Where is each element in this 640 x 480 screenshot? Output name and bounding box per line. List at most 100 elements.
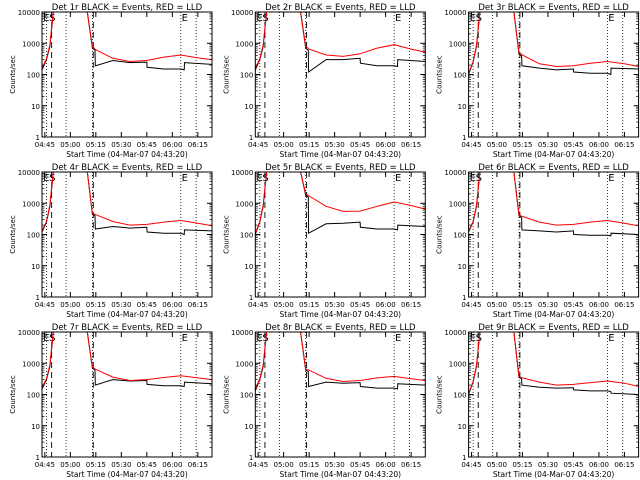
annotation-label: E [256, 13, 262, 24]
chart-panel: Det 5r BLACK = Events, RED = LLD Counts/s… [222, 163, 426, 319]
x-tick-label: 05:15 [299, 141, 319, 149]
x-axis-label: Start Time (04-Mar-07 04:43:20) [493, 310, 615, 319]
y-axis-label: Counts/sec [9, 55, 17, 94]
plot-frame [41, 171, 213, 298]
y-tick-label: 1000 [449, 40, 467, 48]
y-tick-label: 1 [462, 454, 466, 462]
annotation-label: E [43, 13, 49, 24]
x-tick-label: 06:15 [614, 141, 634, 149]
x-tick-label: 05:00 [274, 141, 294, 149]
x-tick-label: 05:00 [487, 301, 507, 309]
x-axis-label: Start Time (04-Mar-07 04:43:20) [280, 310, 402, 319]
x-tick-label: 06:00 [162, 301, 182, 309]
plot-frame [41, 11, 213, 138]
annotation-label: E [256, 173, 262, 184]
x-tick-label: 05:45 [350, 141, 370, 149]
x-tick-label: 05:00 [274, 301, 294, 309]
x-tick-label: 06:15 [188, 461, 208, 469]
y-tick-label: 1 [249, 454, 253, 462]
x-tick-label: 06:15 [614, 461, 634, 469]
y-tick-label: 1000 [235, 200, 253, 208]
x-tick-label: 04:45 [35, 301, 55, 309]
x-tick-label: 05:30 [111, 461, 131, 469]
y-tick-label: 1000 [235, 360, 253, 368]
y-tick-label: 1000 [449, 360, 467, 368]
chart-title: Det 2r BLACK = Events, RED = LLD [265, 3, 416, 13]
x-tick-label: 05:15 [299, 301, 319, 309]
annotation-label: E [43, 333, 49, 344]
chart-panel: Det 2r BLACK = Events, RED = LLD Counts/s… [222, 3, 426, 159]
x-tick-label: 05:15 [86, 461, 106, 469]
x-tick-label: 05:00 [487, 461, 507, 469]
x-axis-label: Start Time (04-Mar-07 04:43:20) [66, 150, 188, 159]
x-tick-label: 06:00 [589, 141, 609, 149]
y-tick-label: 100 [27, 72, 40, 80]
y-tick-label: 10 [31, 103, 40, 111]
x-tick-label: 05:15 [86, 141, 106, 149]
x-tick-label: 05:30 [538, 141, 558, 149]
y-tick-label: 100 [240, 392, 253, 400]
x-tick-label: 06:00 [589, 301, 609, 309]
annotation-label: E [43, 173, 49, 184]
y-tick-label: 10000 [444, 329, 466, 337]
y-tick-label: 1000 [235, 40, 253, 48]
lld-series-line [42, 332, 212, 388]
x-axis-label: Start Time (04-Mar-07 04:43:20) [493, 470, 615, 479]
chart-title: Det 8r BLACK = Events, RED = LLD [265, 323, 416, 333]
annotation-label: E [256, 333, 262, 344]
chart-title: Det 4r BLACK = Events, RED = LLD [52, 163, 203, 173]
x-tick-label: 06:15 [401, 301, 421, 309]
y-tick-label: 10 [244, 103, 253, 111]
y-axis-label: Counts/sec [436, 375, 444, 414]
y-tick-label: 10 [31, 263, 40, 271]
y-tick-label: 10000 [18, 169, 40, 177]
plot-frame [468, 331, 640, 458]
y-tick-label: 10000 [231, 329, 253, 337]
x-tick-label: 05:00 [274, 461, 294, 469]
x-tick-label: 05:45 [137, 301, 157, 309]
lld-series-line [42, 172, 212, 232]
y-axis-label: Counts/sec [222, 215, 230, 254]
x-tick-label: 05:15 [512, 141, 532, 149]
y-tick-label: 1 [36, 294, 40, 302]
x-tick-label: 06:15 [188, 141, 208, 149]
chart-title: Det 9r BLACK = Events, RED = LLD [478, 323, 629, 333]
chart-title: Det 3r BLACK = Events, RED = LLD [478, 3, 629, 13]
x-tick-label: 05:45 [137, 461, 157, 469]
annotation-label: E [470, 333, 476, 344]
x-tick-label: 05:15 [86, 301, 106, 309]
y-tick-label: 10000 [444, 9, 466, 17]
chart-title: Det 1r BLACK = Events, RED = LLD [52, 3, 203, 13]
y-tick-label: 100 [240, 232, 253, 240]
y-tick-label: 1 [36, 454, 40, 462]
y-axis-label: Counts/sec [222, 375, 230, 414]
x-tick-label: 05:30 [111, 141, 131, 149]
x-axis-label: Start Time (04-Mar-07 04:43:20) [280, 470, 402, 479]
chart-panel: Det 3r BLACK = Events, RED = LLD Counts/s… [436, 3, 640, 159]
x-axis-label: Start Time (04-Mar-07 04:43:20) [66, 310, 188, 319]
y-tick-label: 10 [458, 263, 467, 271]
x-tick-label: 05:45 [137, 141, 157, 149]
chart-panel: Det 4r BLACK = Events, RED = LLD Counts/s… [9, 163, 213, 319]
x-tick-label: 04:45 [248, 141, 268, 149]
y-axis-label: Counts/sec [222, 55, 230, 94]
annotation-label: E [470, 13, 476, 24]
x-tick-label: 04:45 [461, 141, 481, 149]
y-tick-label: 1000 [22, 200, 40, 208]
plot-frame [254, 11, 426, 138]
y-tick-label: 100 [453, 392, 466, 400]
lld-series-line [42, 12, 212, 69]
y-axis-label: Counts/sec [9, 215, 17, 254]
x-tick-label: 06:15 [188, 301, 208, 309]
y-tick-label: 100 [240, 72, 253, 80]
lld-series-line [468, 12, 639, 74]
y-tick-label: 10000 [18, 329, 40, 337]
x-tick-label: 05:30 [325, 461, 345, 469]
x-tick-label: 06:15 [614, 301, 634, 309]
plot-frame [468, 171, 640, 298]
chart-panel: Det 7r BLACK = Events, RED = LLD Counts/s… [9, 323, 213, 479]
plot-frame [468, 11, 640, 138]
y-tick-label: 10 [31, 423, 40, 431]
annotation-label: E [395, 13, 401, 24]
y-tick-label: 1 [249, 294, 253, 302]
